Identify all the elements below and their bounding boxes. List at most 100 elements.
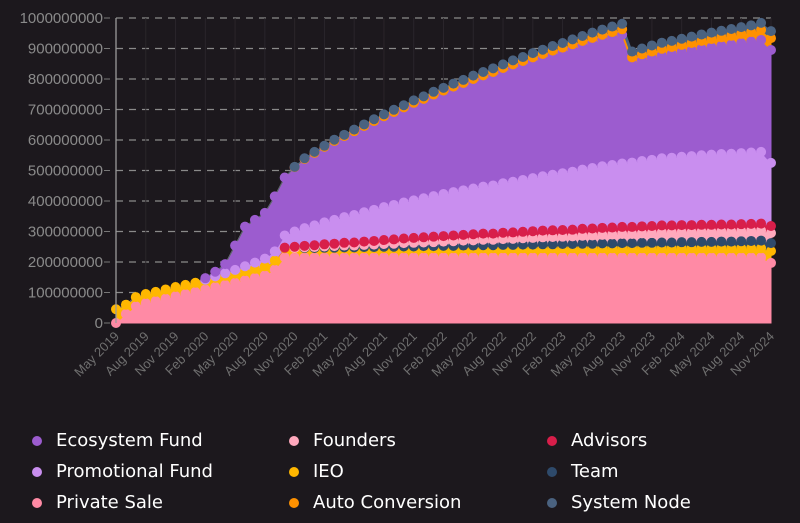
point-private-sale: [587, 252, 598, 263]
legend-item-system-node[interactable]: System Node: [547, 492, 691, 513]
legend-item-founders[interactable]: Founders: [289, 430, 396, 451]
point-system-node: [378, 109, 389, 120]
point-advisors: [537, 225, 548, 236]
legend-dot-icon: [547, 466, 557, 477]
point-advisors: [299, 240, 310, 251]
point-advisors: [646, 221, 657, 232]
point-promotional-fund: [527, 173, 538, 184]
point-private-sale: [279, 252, 290, 263]
point-ecosystem-fund: [756, 34, 767, 45]
point-ieo: [120, 299, 131, 310]
point-system-node: [299, 153, 310, 164]
point-private-sale: [736, 252, 747, 263]
point-private-sale: [597, 252, 608, 263]
point-private-sale: [488, 252, 499, 263]
y-tick-label: 600000000: [28, 132, 103, 149]
point-private-sale: [458, 252, 469, 263]
point-system-node: [468, 70, 479, 81]
legend-item-advisors[interactable]: Advisors: [547, 430, 647, 451]
point-advisors: [686, 220, 697, 231]
point-private-sale: [398, 252, 409, 263]
point-advisors: [468, 229, 479, 240]
point-private-sale: [309, 252, 320, 263]
legend-dot-icon: [547, 435, 557, 446]
point-promotional-fund: [507, 176, 518, 187]
legend-dot-icon: [32, 497, 42, 508]
point-promotional-fund: [339, 212, 350, 223]
legend-label: Auto Conversion: [313, 492, 462, 513]
point-ecosystem-fund: [706, 42, 717, 53]
point-ieo: [746, 243, 757, 254]
point-advisors: [696, 219, 707, 230]
point-advisors: [428, 231, 439, 242]
legend-item-private-sale[interactable]: Private Sale: [32, 492, 163, 513]
point-private-sale: [676, 252, 687, 263]
legend-dot-icon: [289, 466, 299, 477]
point-ecosystem-fund: [726, 39, 737, 50]
point-founders: [646, 228, 657, 239]
point-private-sale: [766, 257, 776, 268]
legend-item-ecosystem-fund[interactable]: Ecosystem Fund: [32, 430, 203, 451]
legend-item-auto-conversion[interactable]: Auto Conversion: [289, 492, 461, 513]
point-promotional-fund: [249, 257, 260, 268]
point-private-sale: [180, 289, 191, 300]
point-advisors: [349, 237, 360, 248]
point-advisors: [448, 230, 459, 241]
point-private-sale: [378, 252, 389, 263]
point-promotional-fund: [309, 220, 320, 231]
point-private-sale: [170, 291, 181, 302]
point-promotional-fund: [498, 178, 509, 189]
point-private-sale: [636, 252, 647, 263]
point-private-sale: [627, 252, 638, 263]
point-promotional-fund: [408, 195, 419, 206]
point-private-sale: [269, 264, 280, 275]
point-promotional-fund: [547, 169, 558, 180]
point-auto-conversion: [766, 33, 776, 44]
point-promotional-fund: [319, 217, 330, 228]
point-founders: [597, 229, 608, 240]
legend-item-team[interactable]: Team: [547, 461, 619, 482]
point-advisors: [458, 229, 469, 240]
y-tick-label: 100000000: [28, 285, 103, 302]
point-team: [607, 238, 618, 249]
y-tick-label: 0: [95, 315, 103, 332]
point-system-node: [646, 40, 657, 51]
point-team: [537, 239, 548, 250]
point-ecosystem-fund: [279, 172, 290, 183]
point-private-sale: [706, 252, 717, 263]
point-system-node: [398, 100, 409, 111]
point-ieo: [160, 284, 171, 295]
point-promotional-fund: [289, 226, 300, 237]
point-promotional-fund: [428, 191, 439, 202]
point-advisors: [706, 219, 717, 230]
point-founders: [676, 227, 687, 238]
point-ieo: [180, 279, 191, 290]
point-promotional-fund: [448, 187, 459, 198]
point-ieo: [269, 255, 280, 266]
point-system-node: [309, 146, 320, 157]
point-system-node: [547, 41, 558, 52]
point-team: [716, 236, 727, 247]
point-founders: [686, 227, 697, 238]
point-system-node: [517, 52, 528, 63]
point-team: [756, 235, 767, 246]
point-ecosystem-fund: [240, 221, 251, 232]
point-system-node: [706, 27, 717, 38]
y-axis-ticks: 0 100000000 200000000 300000000 400000000 500…: [20, 10, 110, 332]
point-private-sale: [646, 252, 657, 263]
point-team: [547, 239, 558, 250]
point-promotional-fund: [597, 161, 608, 172]
point-promotional-fund: [646, 154, 657, 165]
point-system-node: [676, 33, 687, 44]
point-ieo: [259, 261, 270, 272]
legend-item-ieo[interactable]: IEO: [289, 461, 344, 482]
point-founders: [756, 225, 767, 236]
point-private-sale: [200, 284, 211, 295]
legend-item-promotional-fund[interactable]: Promotional Fund: [32, 461, 213, 482]
legend-dot-icon: [547, 497, 557, 508]
point-advisors: [547, 225, 558, 236]
legend-label: Founders: [313, 430, 396, 451]
point-promotional-fund: [766, 157, 776, 168]
point-advisors: [517, 226, 528, 237]
point-system-node: [488, 63, 499, 74]
